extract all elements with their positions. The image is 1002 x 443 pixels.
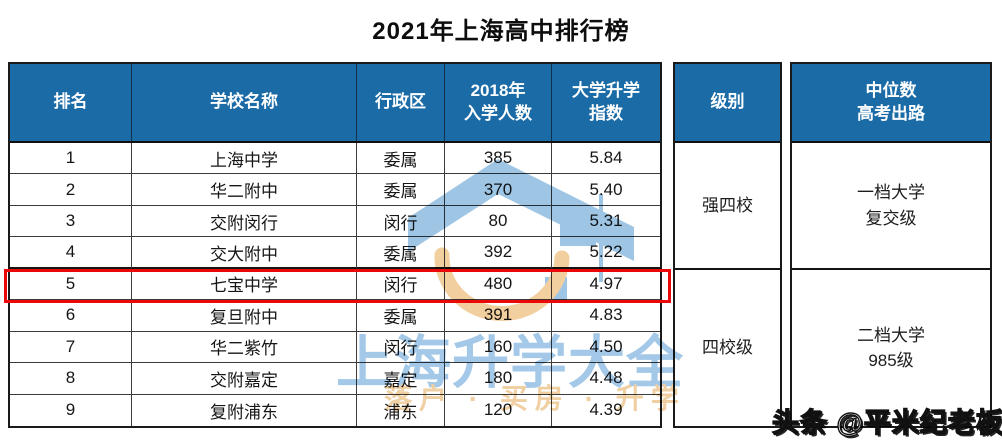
header-enrollment: 2018年 入学人数 bbox=[445, 64, 552, 141]
cell-index: 4.48 bbox=[552, 363, 660, 395]
cell-enrollment: 391 bbox=[445, 300, 552, 332]
header-index: 大学升学 指数 bbox=[572, 81, 640, 123]
header-outcome: 中位数 高考出路 bbox=[857, 81, 925, 123]
cell-outcome-group-2: 二档大学 985级 bbox=[857, 325, 925, 371]
cell-school: 华二附中 bbox=[132, 174, 357, 206]
cell-level-group-2: 四校级 bbox=[702, 338, 753, 358]
cell-enrollment: 180 bbox=[445, 363, 552, 395]
cell-rank: 5 bbox=[10, 268, 132, 301]
cell-school: 七宝中学 bbox=[132, 268, 357, 301]
outcome-table-section: 中位数 高考出路 一档大学 复交级 二档大学 985级 bbox=[790, 62, 992, 428]
cell-district: 委属 bbox=[357, 237, 445, 269]
cell-school: 上海中学 bbox=[132, 143, 357, 175]
header-rank: 排名 bbox=[10, 64, 132, 141]
header-school: 学校名称 bbox=[132, 64, 357, 141]
cell-enrollment: 80 bbox=[445, 205, 552, 238]
header-level: 级别 bbox=[710, 92, 745, 112]
cell-district: 委属 bbox=[357, 143, 445, 175]
main-table-section: 排名 学校名称 行政区 2018年 入学人数 大学升学 指数 1 上海中学 委属… bbox=[8, 62, 662, 428]
cell-enrollment: 385 bbox=[445, 143, 552, 175]
cell-enrollment: 392 bbox=[445, 237, 552, 269]
cell-rank: 6 bbox=[10, 300, 132, 332]
cell-district: 闵行 bbox=[357, 268, 445, 301]
cell-school: 交附嘉定 bbox=[132, 363, 357, 395]
cell-index: 5.40 bbox=[552, 174, 660, 206]
cell-district: 闵行 bbox=[357, 205, 445, 238]
cell-school: 复附浦东 bbox=[132, 394, 357, 426]
credit-watermark: 头条 @平米纪老板 bbox=[771, 407, 1002, 438]
level-table-section: 级别 强四校 四校级 bbox=[673, 62, 782, 428]
cell-index: 4.39 bbox=[589, 400, 623, 420]
cell-index: 4.50 bbox=[552, 332, 660, 364]
cell-outcome-group-1: 一档大学 复交级 bbox=[792, 143, 990, 270]
cell-rank: 8 bbox=[10, 363, 132, 395]
cell-district: 浦东 bbox=[357, 394, 445, 426]
cell-enrollment: 480 bbox=[445, 268, 552, 301]
cell-school: 交大附中 bbox=[132, 237, 357, 269]
cell-school: 华二紫竹 bbox=[132, 331, 357, 364]
cell-enrollment: 160 bbox=[445, 331, 552, 364]
cell-district: 委属 bbox=[357, 300, 445, 332]
cell-rank: 2 bbox=[10, 174, 132, 206]
page-title: 2021年上海高中排行榜 bbox=[372, 18, 630, 45]
cell-index: 4.83 bbox=[552, 300, 660, 332]
header-district: 行政区 bbox=[357, 64, 445, 141]
cell-district: 嘉定 bbox=[357, 363, 445, 395]
cell-enrollment: 120 bbox=[445, 394, 552, 426]
cell-index: 5.31 bbox=[552, 206, 660, 238]
cell-district: 委属 bbox=[357, 174, 445, 206]
cell-level-group-1: 强四校 bbox=[675, 143, 780, 270]
cell-rank: 7 bbox=[10, 331, 132, 364]
cell-school: 复旦附中 bbox=[132, 300, 357, 332]
cell-rank: 3 bbox=[10, 205, 132, 238]
cell-index: 5.84 bbox=[552, 143, 660, 175]
cell-index: 4.97 bbox=[552, 269, 660, 301]
cell-rank: 1 bbox=[10, 143, 132, 175]
cell-enrollment: 370 bbox=[445, 174, 552, 206]
cell-rank: 9 bbox=[10, 394, 132, 426]
cell-district: 闵行 bbox=[357, 331, 445, 364]
cell-index: 5.22 bbox=[552, 237, 660, 269]
ranking-table: 排名 学校名称 行政区 2018年 入学人数 大学升学 指数 1 上海中学 委属… bbox=[8, 62, 992, 428]
table-body: 1 上海中学 委属 385 5.84 2 华二附中 委属 370 5.40 3 … bbox=[10, 143, 660, 426]
cell-rank: 4 bbox=[10, 237, 132, 269]
cell-school: 交附闵行 bbox=[132, 205, 357, 238]
table-header-row: 排名 学校名称 行政区 2018年 入学人数 大学升学 指数 bbox=[10, 64, 660, 143]
